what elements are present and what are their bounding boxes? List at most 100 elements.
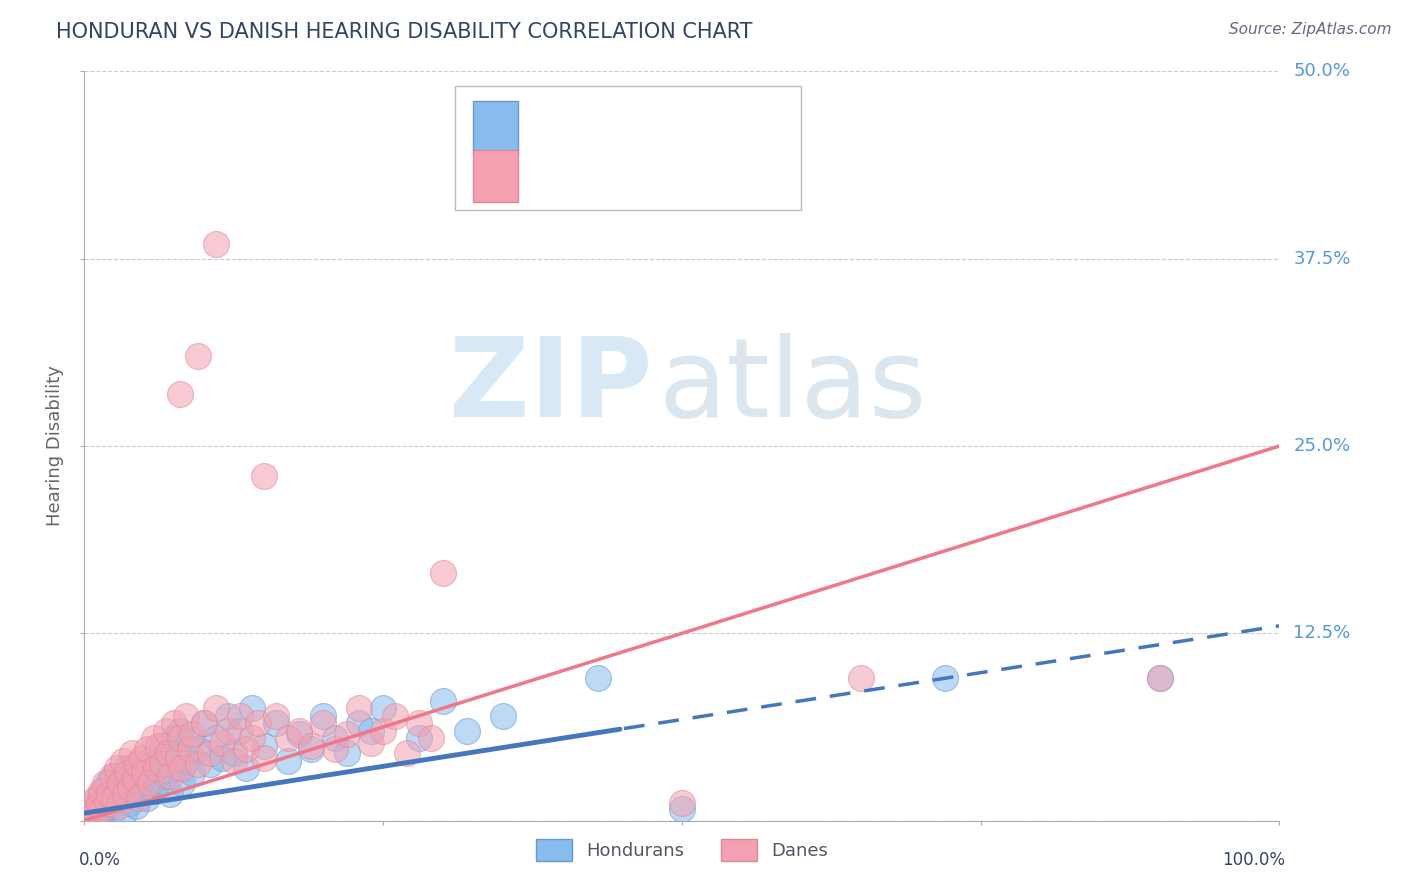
Text: 0.0%: 0.0% (79, 851, 121, 869)
Point (432, 694, 454, 708)
Point (205, 731, 228, 746)
Point (105, 761, 128, 775)
Point (492, 708, 515, 723)
Point (420, 731, 443, 746)
Point (131, 750, 153, 764)
Point (107, 780, 129, 795)
Point (456, 723, 478, 738)
Point (89, 806, 111, 821)
Point (135, 741, 157, 756)
Point (179, 741, 201, 756)
Point (118, 796, 141, 810)
Point (86, 798, 108, 813)
Point (336, 727, 359, 741)
Point (90, 783, 112, 797)
Point (114, 787, 136, 801)
Point (198, 746, 221, 760)
Point (98, 787, 121, 801)
Point (349, 701, 371, 715)
Point (150, 756, 173, 771)
Point (103, 769, 125, 783)
Point (104, 802, 127, 816)
Point (360, 723, 382, 738)
Point (934, 671, 956, 685)
Point (174, 754, 197, 768)
Point (139, 776, 162, 790)
Point (373, 701, 395, 715)
Point (150, 739, 173, 753)
Point (325, 741, 347, 756)
Point (396, 746, 419, 760)
Text: 100.0%: 100.0% (1222, 851, 1285, 869)
Point (408, 731, 430, 746)
Point (181, 765, 204, 780)
Point (129, 776, 152, 790)
Point (93, 783, 115, 797)
Point (277, 754, 299, 768)
Point (145, 761, 167, 775)
Point (97, 776, 120, 790)
Point (312, 708, 335, 723)
Point (246, 716, 269, 731)
Point (111, 772, 134, 786)
Point (84, 809, 107, 823)
Point (432, 566, 454, 581)
Point (253, 750, 276, 764)
Point (235, 761, 257, 775)
Point (193, 716, 215, 731)
Text: HONDURAN VS DANISH HEARING DISABILITY CORRELATION CHART: HONDURAN VS DANISH HEARING DISABILITY CO… (56, 22, 752, 42)
Point (145, 761, 167, 775)
Point (336, 746, 359, 760)
Point (155, 769, 177, 783)
Point (174, 708, 197, 723)
Point (222, 746, 245, 760)
Point (142, 783, 165, 797)
Point (157, 746, 180, 760)
Point (1149, 671, 1171, 685)
Point (163, 716, 186, 731)
FancyBboxPatch shape (472, 150, 519, 202)
Point (93, 776, 115, 790)
Point (117, 765, 139, 780)
Point (117, 787, 139, 801)
Point (91, 802, 114, 816)
Text: R = 0.393: R = 0.393 (533, 167, 638, 186)
Point (128, 791, 150, 805)
Point (1149, 671, 1171, 685)
Point (312, 716, 335, 731)
Point (163, 731, 186, 746)
Point (86, 791, 108, 805)
Point (157, 746, 180, 760)
Point (94, 803, 117, 817)
Point (135, 791, 157, 805)
Point (360, 736, 382, 750)
Point (240, 701, 263, 715)
FancyBboxPatch shape (472, 102, 519, 153)
Point (118, 780, 141, 795)
Point (588, 671, 610, 685)
Point (91, 796, 114, 810)
Point (301, 741, 323, 756)
Point (124, 780, 146, 795)
Point (373, 723, 395, 738)
Point (179, 731, 201, 746)
Point (148, 739, 170, 753)
Point (253, 469, 276, 483)
Point (101, 769, 124, 783)
Point (172, 776, 194, 790)
Point (87, 791, 110, 805)
Point (103, 791, 125, 805)
Point (211, 736, 233, 750)
Point (127, 756, 149, 771)
Point (671, 802, 693, 816)
Point (142, 731, 165, 746)
Point (288, 727, 311, 741)
Point (240, 731, 263, 746)
Point (148, 776, 170, 790)
Point (132, 765, 156, 780)
Point (222, 754, 245, 768)
Point (193, 716, 215, 731)
Point (217, 708, 239, 723)
Point (169, 386, 191, 401)
Point (139, 754, 162, 768)
